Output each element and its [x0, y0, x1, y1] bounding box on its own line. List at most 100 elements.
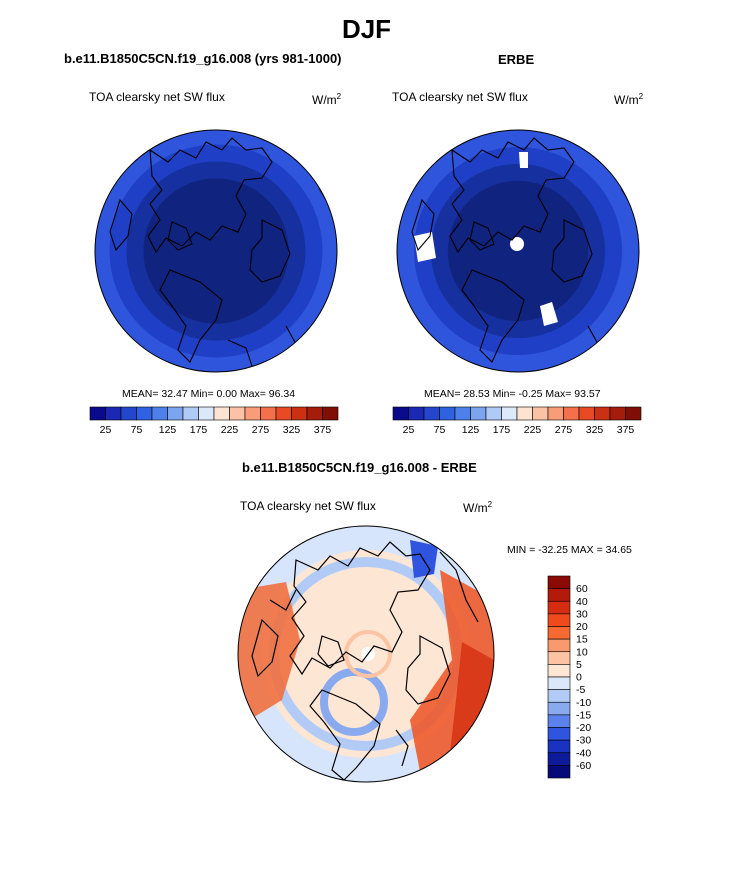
obs-colorbar-tick-label: 175: [493, 424, 511, 436]
model-colorbar-tick-label: 75: [131, 424, 143, 436]
diff-colorbar-swatch-9: [547, 689, 571, 703]
obs-colorbar-swatch-14: [609, 406, 626, 421]
obs-colorbar-swatch-4: [454, 406, 471, 421]
model-colorbar-swatch-12: [275, 406, 292, 421]
diff-pole-ring: [344, 630, 392, 678]
diff-colorbar-tick-label: 30: [576, 608, 588, 620]
model-colorbar-swatch-0: [89, 406, 106, 421]
obs-missing-data: [414, 152, 558, 326]
diff-panel-title: b.e11.B1850C5CN.f19_g16.008 - ERBE: [242, 460, 477, 475]
diff-units-label: W/m2: [463, 500, 493, 515]
diff-colorbar-swatch-14: [547, 752, 571, 766]
model-colorbar-swatch-14: [306, 406, 323, 421]
model-variable-label: TOA clearsky net SW flux: [89, 90, 225, 104]
flux-band-3: [143, 178, 289, 324]
obs-colorbar-swatch-13: [594, 406, 611, 421]
obs-colorbar-swatch-9: [532, 406, 549, 421]
diff-colorbar-tick-label: 5: [576, 659, 582, 671]
model-colorbar-tick-label: 225: [221, 424, 239, 436]
obs-colorbar-tick-label: 275: [555, 424, 573, 436]
page-title: DJF: [341, 14, 392, 44]
obs-colorbar-swatch-7: [501, 406, 518, 421]
diff-colorbar-tick-label: -20: [576, 722, 591, 734]
obs-colorbar-swatch-11: [563, 406, 580, 421]
obs-panel-title: ERBE: [498, 52, 535, 67]
model-colorbar-swatch-10: [244, 406, 261, 421]
diff-colorbar-swatch-2: [547, 600, 571, 615]
diff-colorbar-tick-label: -60: [576, 760, 591, 772]
obs-colorbar-tick-label: 375: [617, 424, 635, 436]
diff-colorbar-swatch-6: [547, 651, 571, 665]
diff-variable-label: TOA clearsky net SW flux: [240, 499, 376, 513]
diff-colorbar-swatch-0: [547, 575, 571, 589]
obs-colorbar-swatch-8: [516, 406, 533, 421]
model-colorbar-swatch-6: [182, 406, 199, 421]
model-units-label: W/m2: [312, 92, 342, 107]
model-colorbar-tick-label: 125: [159, 424, 177, 436]
diff-colorbar-swatch-10: [547, 701, 571, 716]
obs-colorbar-swatch-6: [485, 406, 502, 421]
model-colorbar-swatch-4: [151, 406, 168, 421]
model-colorbar-swatch-15: [322, 406, 339, 421]
diff-positive-region-west: [238, 582, 300, 722]
diff-colorbar-swatch-7: [547, 664, 571, 678]
model-colorbar-tick-label: 25: [100, 424, 112, 436]
model-colorbar-tick-label: 275: [252, 424, 270, 436]
diff-colorbar-tick-label: 60: [576, 583, 588, 595]
obs-polar-map: [397, 130, 639, 372]
obs-colorbar-swatch-0: [392, 406, 409, 421]
diff-colorbar-swatch-5: [547, 638, 571, 653]
obs-colorbar-swatch-15: [625, 406, 642, 421]
diff-colorbar-tick-label: 10: [576, 646, 588, 658]
obs-colorbar-swatch-3: [439, 406, 456, 421]
obs-colorbar-tick-label: 25: [403, 424, 415, 436]
obs-colorbar-swatch-10: [547, 406, 564, 421]
obs-colorbar-tick-label: 75: [434, 424, 446, 436]
model-colorbar-tick-label: 175: [190, 424, 208, 436]
diff-colorbar-tick-label: 40: [576, 596, 588, 608]
diff-colorbar-swatch-11: [547, 714, 571, 728]
model-colorbar: 25 75 125 175 225 275 325 375: [89, 406, 339, 436]
diff-colorbar-swatch-4: [547, 626, 571, 640]
obs-colorbar: 25 75 125 175 225 275 325 375: [392, 406, 642, 436]
obs-colorbar-swatch-5: [470, 406, 487, 421]
model-colorbar-tick-label: 375: [314, 424, 332, 436]
diff-colorbar-tick-label: -5: [576, 684, 585, 696]
obs-variable-label: TOA clearsky net SW flux: [392, 90, 528, 104]
obs-colorbar-tick-label: 125: [462, 424, 480, 436]
diff-colorbar-tick-label: -30: [576, 735, 591, 747]
model-colorbar-swatch-8: [213, 406, 230, 421]
obs-colorbar-tick-label: 325: [586, 424, 604, 436]
diff-colorbar-tick-label: 20: [576, 621, 588, 633]
diff-negative-patch: [410, 540, 438, 578]
model-colorbar-swatch-3: [136, 406, 153, 421]
model-polar-map: [95, 130, 337, 372]
obs-stats: MEAN= 28.53 Min= -0.25 Max= 93.57: [424, 388, 601, 400]
diff-colorbar-tick-label: 0: [576, 672, 582, 684]
diff-colorbar-tick-label: -10: [576, 697, 591, 709]
diff-polar-map: [238, 526, 494, 782]
flux-band-3: [447, 180, 589, 322]
diff-coastlines: [251, 541, 479, 781]
diff-colorbar-swatch-13: [547, 739, 571, 754]
obs-colorbar-swatch-12: [578, 406, 595, 421]
diff-colorbar-tick-label: -40: [576, 747, 591, 759]
diff-colorbar-tick-label: -15: [576, 709, 591, 721]
obs-colorbar-swatch-2: [423, 406, 440, 421]
obs-colorbar-swatch-1: [408, 406, 425, 421]
diff-stats: MIN = -32.25 MAX = 34.65: [507, 544, 632, 556]
diff-colorbar-swatch-3: [547, 613, 571, 627]
diff-colorbar-swatch-8: [547, 676, 571, 690]
model-colorbar-swatch-7: [198, 406, 215, 421]
diff-colorbar-swatch-1: [547, 588, 571, 602]
obs-units-label: W/m2: [614, 92, 644, 107]
diff-colorbar-swatch-15: [547, 765, 571, 779]
obs-colorbar-tick-label: 225: [524, 424, 542, 436]
model-colorbar-swatch-11: [260, 406, 277, 421]
model-colorbar-swatch-9: [229, 406, 246, 421]
diff-colorbar-tick-label: 15: [576, 634, 588, 646]
model-colorbar-swatch-13: [291, 406, 308, 421]
model-stats: MEAN= 32.47 Min= 0.00 Max= 96.34: [122, 388, 296, 400]
